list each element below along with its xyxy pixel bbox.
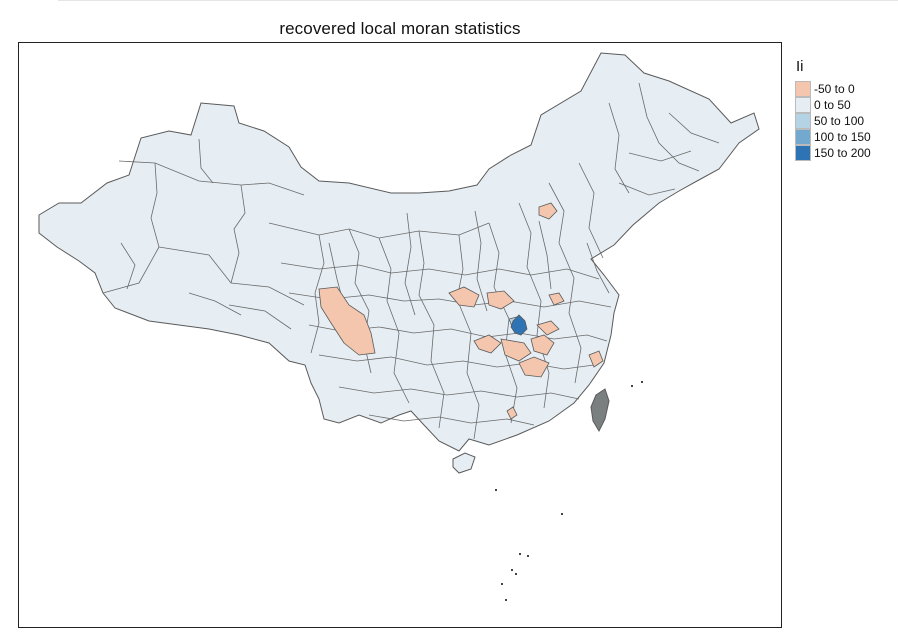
south-sea-islands [495,381,643,601]
high-ii-cluster [508,314,528,336]
legend-swatch [795,145,811,161]
legend-item: -50 to 0 [795,81,871,97]
legend-item: 150 to 200 [795,145,871,161]
legend-label: -50 to 0 [814,82,855,96]
legend-swatch [795,129,811,145]
legend-items: -50 to 0 0 to 50 50 to 100 100 to 150 15… [795,81,871,161]
legend-label: 150 to 200 [814,146,871,160]
hainan-island [452,452,476,474]
legend: Ii -50 to 0 0 to 50 50 to 100 100 to 150… [795,58,871,161]
map-svg [38,52,760,601]
taiwan-island-no-data [590,388,610,433]
china-landmass [38,52,760,452]
legend-item: 50 to 100 [795,113,871,129]
legend-label: 100 to 150 [814,130,871,144]
map-title: recovered local moran statistics [279,19,521,38]
legend-label: 50 to 100 [814,114,865,128]
legend-item: 100 to 150 [795,129,871,145]
legend-item: 0 to 50 [795,97,871,113]
legend-swatch [795,113,811,129]
negative-ii-regions [318,202,604,420]
legend-swatch [795,81,811,97]
legend-title: Ii [796,58,804,75]
top-divider [58,0,898,1]
legend-swatch [795,97,811,113]
legend-label: 0 to 50 [814,98,851,112]
map-panel [18,42,782,628]
